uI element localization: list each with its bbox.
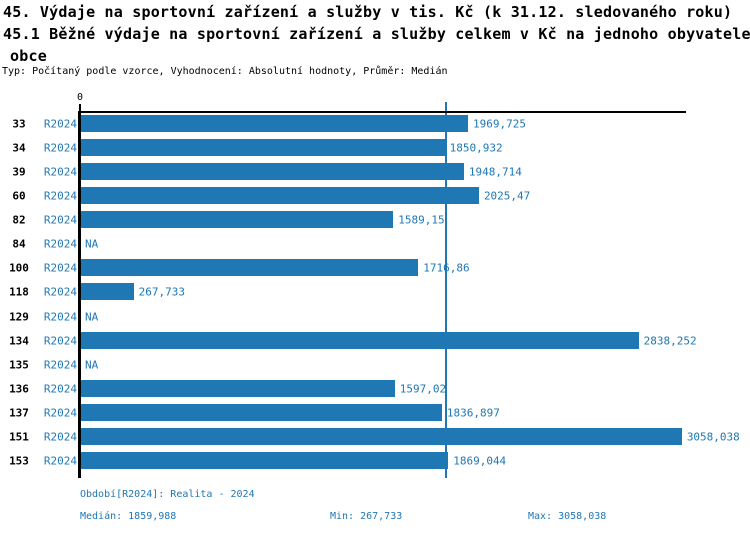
bar: [81, 331, 639, 349]
chart-title-line2: 45.1 Běžné výdaje na sportovní zařízení …: [3, 25, 750, 43]
row-category-label: 34: [12, 141, 26, 155]
axis-vertical-line: [78, 111, 81, 478]
bar-row: 34 R2024 1850,932: [0, 136, 750, 160]
row-category-label: 135: [9, 358, 29, 372]
row-period-label: R2024: [43, 213, 77, 227]
bar: [81, 163, 464, 181]
bar-value-label: NA: [85, 310, 99, 324]
bar: [81, 379, 395, 397]
axis-top-line: [78, 111, 686, 113]
row-category-label: 118: [9, 285, 29, 299]
bar-value-label: 267,733: [138, 285, 185, 299]
row-period-label: R2024: [43, 285, 77, 299]
bar-row: 39 R2024 1948,714: [0, 160, 750, 184]
bar: [81, 259, 419, 277]
bar-row: 135 R2024 NA: [0, 353, 750, 377]
row-category-label: 100: [9, 261, 29, 275]
row-category-label: 33: [12, 117, 26, 131]
bar: [81, 115, 468, 132]
chart-subtitle: Typ: Počítaný podle vzorce, Vyhodnocení:…: [2, 66, 448, 77]
row-period-label: R2024: [43, 261, 77, 275]
bar-row: 151 R2024 3058,038: [0, 425, 750, 449]
bar-value-label: 1589,15: [398, 213, 445, 227]
bar-value-label: NA: [85, 237, 99, 251]
bar-value-label: 1948,714: [468, 165, 522, 179]
bar-row: 82 R2024 1589,15: [0, 208, 750, 232]
bar-row: 137 R2024 1836,897: [0, 401, 750, 425]
row-period-label: R2024: [43, 165, 77, 179]
bar-row: 136 R2024 1597,02: [0, 377, 750, 401]
bar: [81, 427, 682, 445]
bar-value-label: 2838,252: [643, 334, 697, 348]
row-category-label: 60: [12, 189, 26, 203]
bar-value-label: 1869,044: [453, 454, 507, 468]
bar-row: 100 R2024 1716,86: [0, 256, 750, 280]
row-category-label: 82: [12, 213, 26, 227]
bar-row: 118 R2024 267,733: [0, 280, 750, 304]
row-period-label: R2024: [43, 117, 77, 131]
bar-row: 153 R2024 1869,044: [0, 449, 750, 473]
row-category-label: 39: [12, 165, 26, 179]
chart-title-line3: obce: [10, 47, 47, 65]
bar: [81, 187, 479, 205]
bar: [81, 451, 449, 469]
bar-row: 60 R2024 2025,47: [0, 184, 750, 208]
bar-value-label: 3058,038: [686, 430, 740, 444]
footer-period-legend: Období[R2024]: Realita - 2024: [80, 489, 255, 500]
footer-min-stat: Min: 267,733: [330, 511, 403, 522]
bar-row: 129 R2024 NA: [0, 305, 750, 329]
axis-zero-tick: [79, 104, 81, 112]
row-period-label: R2024: [43, 406, 77, 420]
footer-max-stat: Max: 3058,038: [528, 511, 607, 522]
row-category-label: 137: [9, 406, 29, 420]
axis-zero-label: 0: [76, 92, 84, 103]
row-period-label: R2024: [43, 141, 77, 155]
row-period-label: R2024: [43, 334, 77, 348]
bar: [81, 139, 445, 157]
row-period-label: R2024: [43, 310, 77, 324]
row-period-label: R2024: [43, 358, 77, 372]
row-period-label: R2024: [43, 237, 77, 251]
row-category-label: 136: [9, 382, 29, 396]
chart-title-line1: 45. Výdaje na sportovní zařízení a služb…: [3, 3, 733, 21]
bar-value-label: 1836,897: [446, 406, 500, 420]
row-category-label: 151: [9, 430, 29, 444]
bar-row: 33 R2024 1969,725: [0, 112, 750, 136]
footer-median-stat: Medián: 1859,988: [80, 511, 177, 522]
bar-value-label: 1850,932: [449, 141, 503, 155]
bar-value-label: 1969,725: [472, 117, 526, 131]
row-period-label: R2024: [43, 189, 77, 203]
row-period-label: R2024: [43, 454, 77, 468]
row-category-label: 134: [9, 334, 29, 348]
row-category-label: 84: [12, 237, 26, 251]
bar: [81, 283, 134, 301]
row-category-label: 153: [9, 454, 29, 468]
bar: [81, 403, 442, 421]
row-category-label: 129: [9, 310, 29, 324]
bar-value-label: NA: [85, 358, 99, 372]
median-reference-line: [444, 102, 447, 478]
bar-value-label: 1597,02: [399, 382, 447, 396]
bar-row: 134 R2024 2838,252: [0, 329, 750, 353]
bar: [81, 211, 394, 229]
row-period-label: R2024: [43, 382, 77, 396]
bar-row: 84 R2024 NA: [0, 232, 750, 256]
row-period-label: R2024: [43, 430, 77, 444]
bar-value-label: 2025,47: [483, 189, 531, 203]
bar-value-label: 1716,86: [423, 261, 470, 275]
